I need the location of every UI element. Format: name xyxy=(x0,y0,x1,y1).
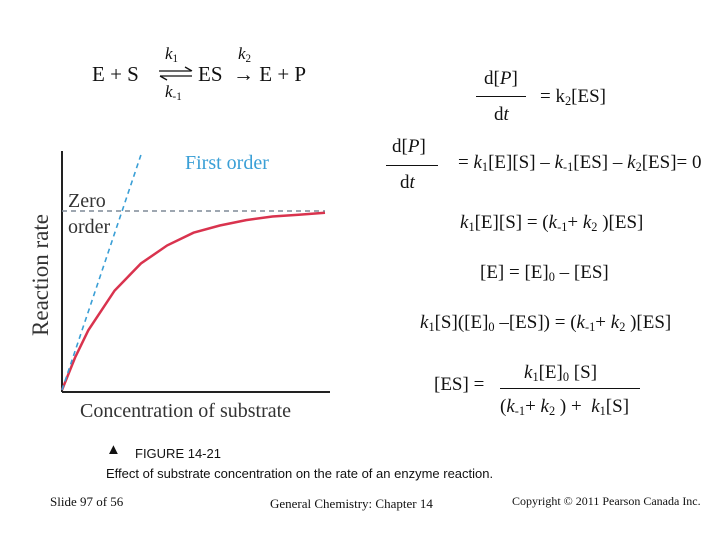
ss-numerator: d[P] xyxy=(392,136,426,157)
eq-4-numerator: k1[E]0 [S] xyxy=(524,362,598,385)
figure-marker-icon: ▲ xyxy=(106,442,121,458)
y-axis-label: Reaction rate xyxy=(30,214,53,336)
saturation-curve xyxy=(60,211,326,391)
reactants: E + S xyxy=(92,62,139,86)
rate-constant-k2: k2 xyxy=(238,44,252,65)
x-axis-label: Concentration of substrate xyxy=(80,400,291,422)
eq-3: k1[S]([E]0 –[ES]) = (k-1+ k2 )[ES] xyxy=(420,312,672,335)
reaction-scheme: E + S xyxy=(92,62,139,87)
course-title: General Chemistry: Chapter 14 xyxy=(270,496,433,511)
rate-rhs: = k2[ES] xyxy=(540,86,606,109)
annotation-first-order: First order xyxy=(185,152,269,174)
rate-constant-k-minus1: k-1 xyxy=(165,82,182,103)
ss-rhs: = k1[E][S] – k-1[ES] – k2[ES]= 0 xyxy=(458,152,702,175)
rate-vs-substrate-chart: Reaction rate Concentration of substrate… xyxy=(30,151,330,422)
annotation-zero-order-line1: Zero xyxy=(68,190,106,212)
eq-4-lhs: [ES] = xyxy=(434,374,485,395)
eq-2: [E] = [E]0 – [ES] xyxy=(480,262,609,285)
ss-fraction-bar xyxy=(386,165,438,166)
figure-caption: Effect of substrate concentration on the… xyxy=(106,466,494,481)
rate-denominator: dt xyxy=(494,104,509,125)
intermediate: ES xyxy=(198,62,223,86)
slide-number: Slide 97 of 56 xyxy=(50,494,124,509)
annotation-zero-order-line2: order xyxy=(68,216,111,238)
eq-4-denominator: (k-1+ k2 ) + k1[S] xyxy=(500,396,630,419)
equilibrium-arrows-icon xyxy=(157,66,195,87)
figure-number: FIGURE 14-21 xyxy=(135,446,221,461)
eq-1: k1[E][S] = (k-1+ k2 )[ES] xyxy=(460,212,644,235)
copyright: Copyright © 2011 Pearson Canada Inc. xyxy=(512,494,701,508)
ss-denominator: dt xyxy=(400,172,415,193)
rate-fraction-bar xyxy=(476,96,526,97)
products: → E + P xyxy=(233,62,307,86)
rate-numerator: d[P] xyxy=(484,68,518,89)
rate-constant-k1: k1 xyxy=(165,44,179,65)
eq-4-fraction-bar xyxy=(500,388,640,389)
